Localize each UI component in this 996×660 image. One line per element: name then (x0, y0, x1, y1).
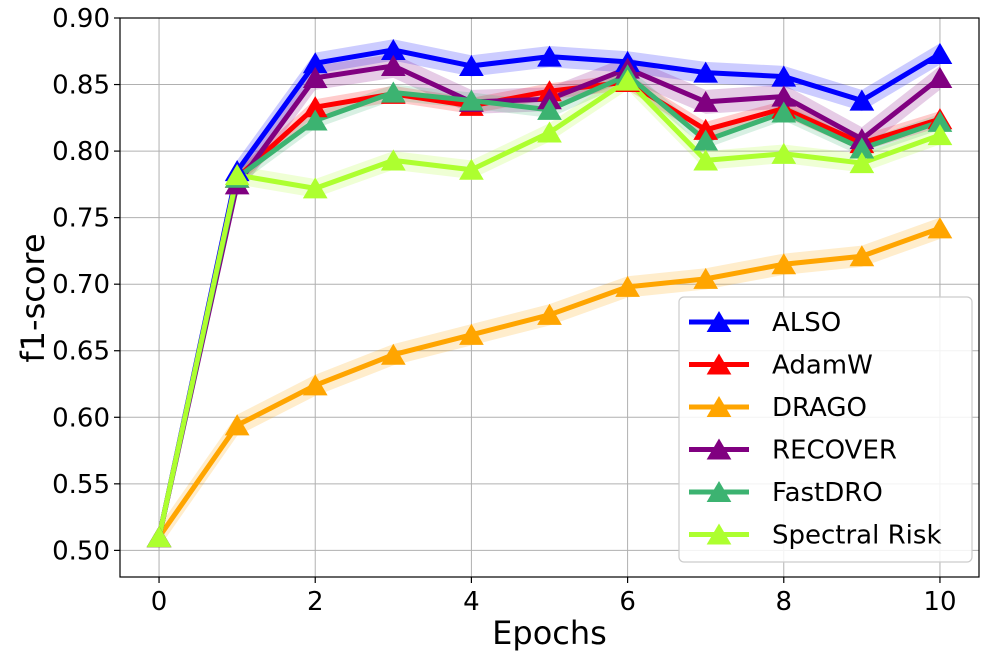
adamw-point (302, 96, 328, 118)
legend-fastdro-label: FastDRO (772, 478, 883, 508)
recover-point (537, 88, 562, 110)
recover-point (927, 66, 953, 88)
fastdro-point (849, 137, 875, 159)
y-axis-title: f1-score (14, 233, 52, 362)
fastdro-point (302, 109, 328, 131)
x-axis-title: Epochs (492, 614, 607, 652)
x-tick-label: 2 (307, 587, 324, 617)
legend-also-swatch-marker (706, 311, 732, 333)
fastdro-point (380, 81, 406, 103)
y-tick-label: 0.65 (52, 337, 110, 367)
legend: ALSO AdamW DRAGO RECOVER FastDRO Spectral Ris… (678, 296, 973, 563)
series-markers (146, 38, 953, 548)
also-point (693, 61, 719, 83)
x-tick-label: 10 (923, 587, 956, 617)
x-tick-label: 4 (463, 587, 480, 617)
legend-drago-swatch-marker (706, 396, 732, 418)
adamw-point (693, 118, 719, 140)
drago-point (224, 414, 250, 436)
y-axis-ticks: 0.50 0.55 0.60 0.65 0.70 0.75 0.80 0.85 0.90 (52, 4, 120, 566)
also-point (927, 42, 953, 64)
y-tick-label: 0.50 (52, 536, 110, 566)
fastdro-point (459, 89, 484, 111)
y-tick-label: 0.60 (52, 403, 110, 433)
drago-point (537, 303, 562, 325)
legend-recover-label: RECOVER (772, 436, 897, 466)
drago-point (380, 343, 406, 365)
spectral-risk-point (146, 526, 172, 548)
x-axis-ticks: 0 2 4 6 8 10 (151, 577, 957, 617)
x-tick-label: 6 (619, 587, 636, 617)
also-point (380, 38, 406, 61)
legend-spectral-risk-label: Spectral Risk (772, 521, 942, 551)
drago-point (693, 267, 719, 289)
y-tick-label: 0.75 (52, 204, 110, 234)
legend-recover-swatch-marker (706, 438, 732, 460)
y-tick-label: 0.85 (52, 71, 110, 101)
fastdro-point (771, 101, 797, 123)
spectral-risk-point (537, 121, 562, 143)
also-point (849, 89, 875, 111)
fastdro-point (927, 110, 953, 132)
spectral-risk-point (380, 149, 406, 171)
drago-point (459, 323, 484, 345)
also-point (459, 54, 484, 76)
legend-adamw-label: AdamW (772, 351, 873, 381)
drago-point (771, 253, 797, 275)
legend-spectral-risk-swatch-marker (706, 523, 732, 545)
spectral-risk-point (302, 177, 328, 199)
spectral-risk-point (849, 152, 875, 174)
spectral-risk-point (693, 149, 719, 171)
also-point (771, 65, 797, 87)
spectral-risk-point (771, 142, 797, 164)
recover-point (771, 85, 797, 107)
y-tick-label: 0.55 (52, 470, 110, 500)
legend-fastdro-swatch-marker (706, 481, 732, 503)
also-point (537, 45, 562, 67)
spectral-risk-point (927, 124, 953, 146)
spectral-risk-point (459, 158, 484, 180)
spectral-risk-point (224, 164, 250, 186)
legend-box (678, 296, 973, 563)
drago-point (927, 217, 953, 239)
x-tick-label: 0 (151, 587, 168, 617)
y-tick-label: 0.80 (52, 137, 110, 167)
drago-point (615, 275, 640, 297)
spectral-risk-point (615, 69, 640, 91)
x-tick-label: 8 (775, 587, 792, 617)
legend-drago-label: DRAGO (772, 393, 867, 423)
drago-point (849, 245, 875, 267)
y-tick-label: 0.70 (52, 270, 110, 300)
fastdro-point (537, 98, 562, 120)
y-tick-label: 0.90 (52, 4, 110, 34)
plot-frame (119, 17, 980, 578)
fastdro-point (693, 129, 719, 151)
also-point (302, 52, 328, 74)
recover-point (302, 66, 328, 88)
legend-also-label: ALSO (772, 308, 841, 338)
drago-point (302, 374, 328, 396)
recover-point (693, 90, 719, 112)
legend-adamw-swatch-marker (706, 353, 732, 375)
recover-point (380, 54, 406, 76)
